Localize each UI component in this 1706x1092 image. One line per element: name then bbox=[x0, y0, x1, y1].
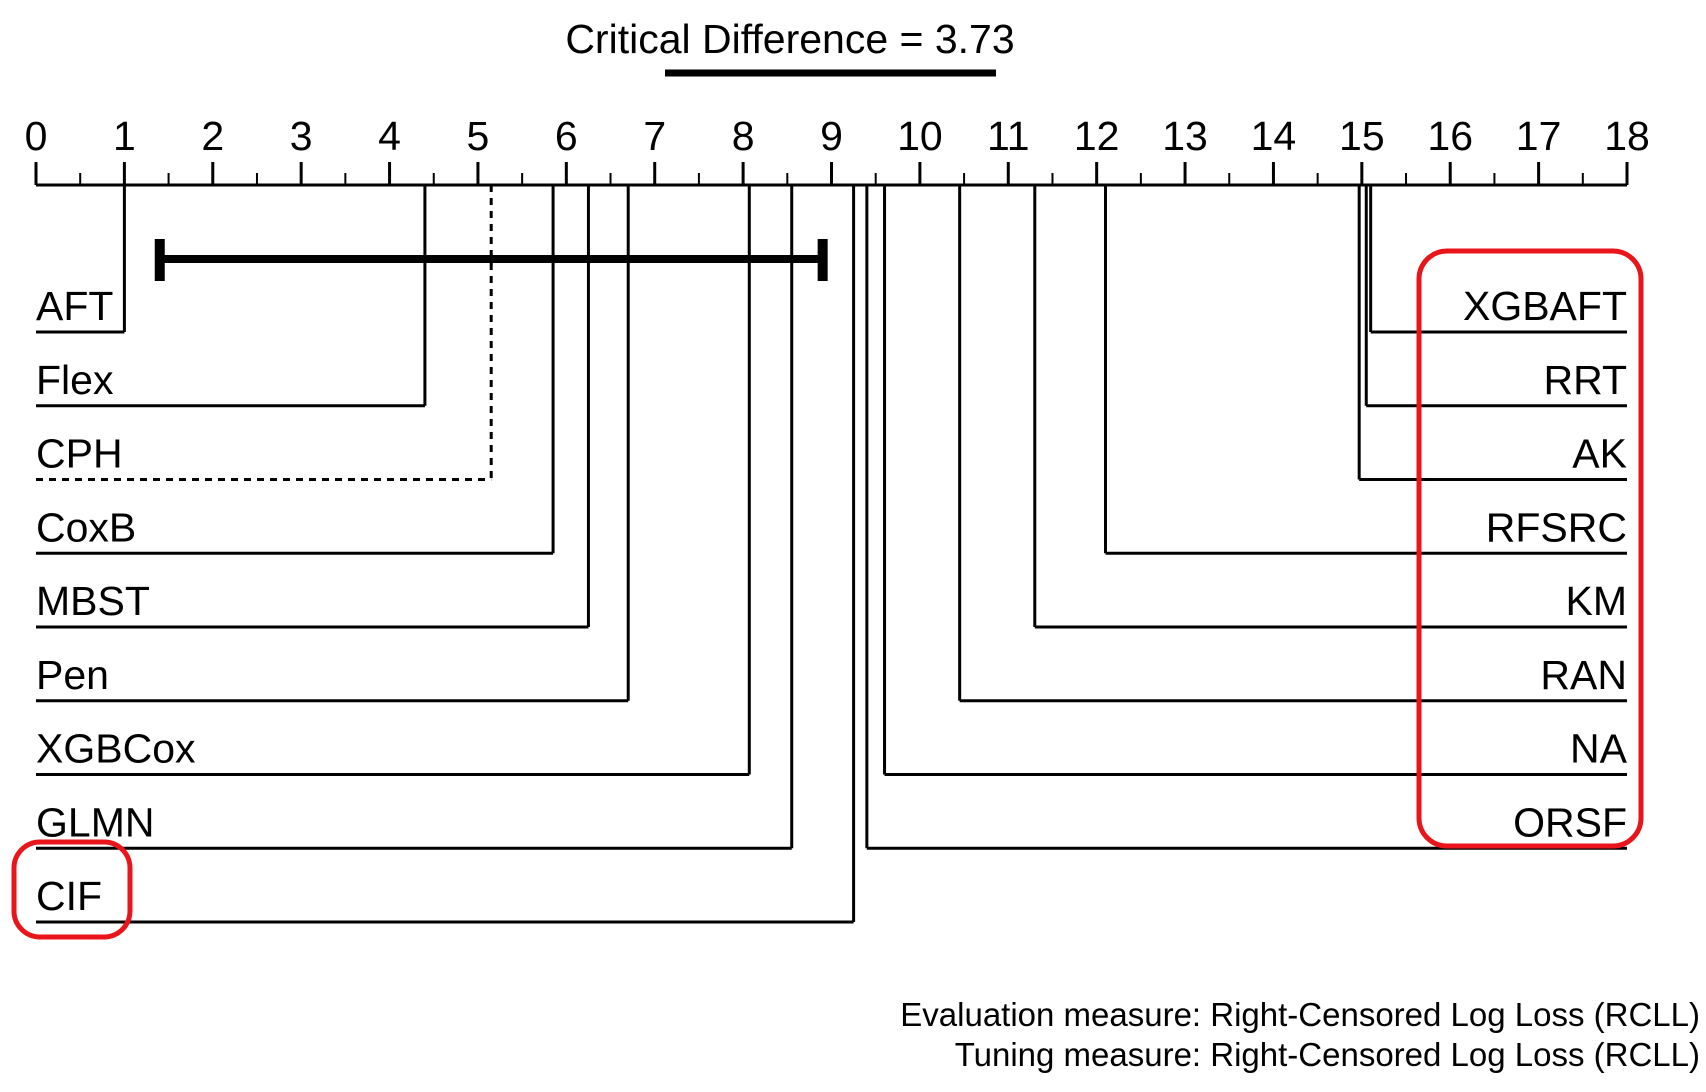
highlight-boxes bbox=[11, 248, 1644, 940]
method-label-ak: AK bbox=[1572, 431, 1627, 477]
method-label-ran: RAN bbox=[1540, 652, 1627, 698]
axis-tick-label-3: 3 bbox=[290, 113, 313, 159]
method-label-orsf: ORSF bbox=[1513, 799, 1627, 845]
highlight-box-right-group bbox=[1416, 248, 1644, 849]
method-label-coxb: CoxB bbox=[36, 504, 136, 550]
axis-tick-label-14: 14 bbox=[1251, 113, 1297, 159]
axis-tick-label-12: 12 bbox=[1074, 113, 1120, 159]
critical-difference-bar bbox=[154, 239, 828, 281]
method-label-mbst: MBST bbox=[36, 578, 150, 624]
axis-tick-label-4: 4 bbox=[378, 113, 401, 159]
chart-title: Critical Difference = 3.73 bbox=[565, 16, 1014, 62]
axis-tick-label-17: 17 bbox=[1516, 113, 1562, 159]
method-label-aft: AFT bbox=[36, 283, 113, 329]
axis-tick-label-16: 16 bbox=[1427, 113, 1473, 159]
right-methods: XGBAFT RRT AK RFSRC KM RAN NA ORSF bbox=[865, 185, 1628, 850]
method-label-xgbaft: XGBAFT bbox=[1463, 283, 1627, 329]
method-label-glmn: GLMN bbox=[36, 799, 154, 845]
axis-tick-label-7: 7 bbox=[643, 113, 666, 159]
method-label-flex: Flex bbox=[36, 357, 114, 403]
axis-tick-label-13: 13 bbox=[1162, 113, 1208, 159]
method-label-pen: Pen bbox=[36, 652, 109, 698]
axis-tick-label-9: 9 bbox=[820, 113, 843, 159]
footnote-evaluation-measure: Evaluation measure: Right-Censored Log L… bbox=[900, 996, 1700, 1033]
axis-tick-label-11: 11 bbox=[987, 113, 1030, 159]
left-methods: AFT Flex CPH CoxB MBST Pen XGBCox GLMN CIF bbox=[36, 185, 856, 924]
method-label-cph: CPH bbox=[36, 431, 123, 477]
method-label-na: NA bbox=[1570, 726, 1628, 772]
method-label-cif: CIF bbox=[36, 873, 102, 919]
highlight-box-cif bbox=[11, 839, 133, 940]
axis-tick-label-8: 8 bbox=[732, 113, 755, 159]
axis-tick-label-18: 18 bbox=[1604, 113, 1650, 159]
axis-tick-label-10: 10 bbox=[897, 113, 943, 159]
method-label-rfsrc: RFSRC bbox=[1486, 504, 1627, 550]
method-label-km: KM bbox=[1566, 578, 1628, 624]
axis-tick-label-1: 1 bbox=[113, 113, 136, 159]
rank-axis: 0 1 2 3 4 5 6 7 8 9 10 11 12 13 14 15 16 17 18 bbox=[25, 113, 1650, 187]
method-label-rrt: RRT bbox=[1543, 357, 1627, 403]
axis-tick-label-6: 6 bbox=[555, 113, 578, 159]
axis-tick-label-5: 5 bbox=[467, 113, 490, 159]
axis-tick-label-15: 15 bbox=[1339, 113, 1385, 159]
footnote-tuning-measure: Tuning measure: Right-Censored Log Loss … bbox=[955, 1036, 1700, 1073]
axis-tick-label-2: 2 bbox=[201, 113, 224, 159]
axis-tick-label-0: 0 bbox=[25, 113, 48, 159]
method-label-xgbcox: XGBCox bbox=[36, 726, 196, 772]
